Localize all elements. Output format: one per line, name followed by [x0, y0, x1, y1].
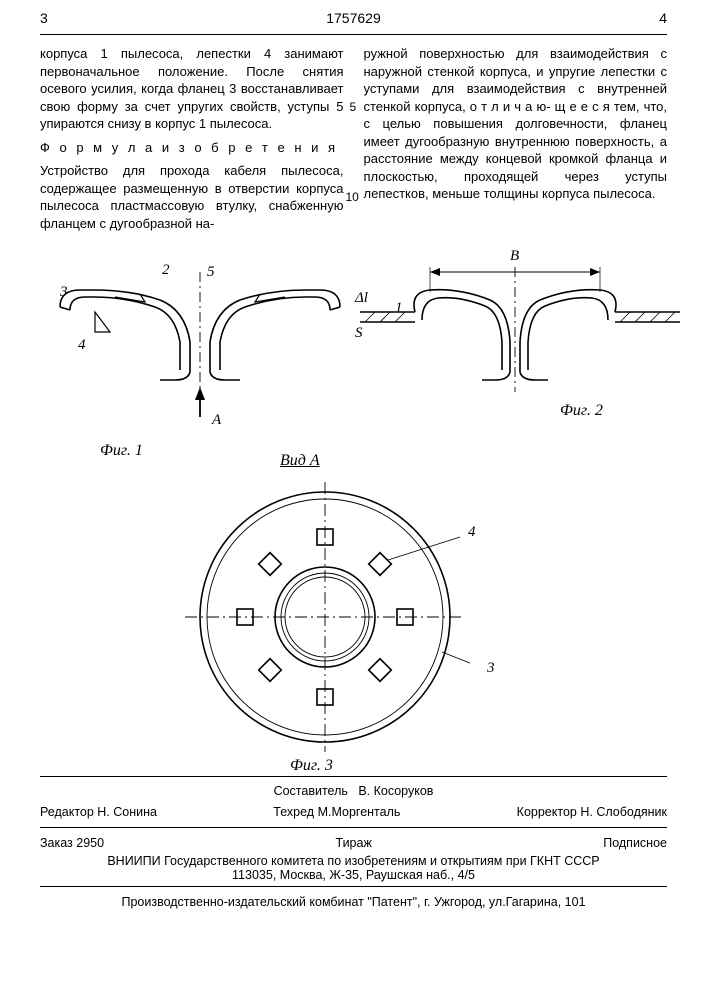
footer-rule-3: [40, 886, 667, 887]
f2-s: S: [355, 325, 363, 342]
col-left: корпуса 1 пылесоса, лепестки 4 занимают …: [40, 45, 344, 232]
compiler: В. Косоруков: [358, 784, 433, 798]
subscribe: Подписное: [603, 836, 667, 850]
printer: Производственно-издательский комбинат "П…: [0, 891, 707, 909]
order-l: Заказ: [40, 836, 73, 850]
header-rule: [40, 34, 667, 35]
compiler-l: Составитель: [274, 784, 348, 798]
c1-p1: корпуса 1 пылесоса, лепестки 4 занимают …: [40, 45, 344, 133]
order: 2950: [76, 836, 104, 850]
fig3-label: Фиг. 3: [290, 757, 333, 775]
corr: Н. Слободяник: [580, 805, 667, 819]
f1-A: A: [212, 412, 221, 429]
tech-l: Техред: [273, 805, 314, 819]
fig1-label: Фиг. 1: [100, 442, 143, 460]
fig2-svg: [360, 252, 680, 422]
f1-c3: 3: [60, 284, 68, 301]
f1-c5: 5: [207, 264, 215, 281]
footer-rule-1: [40, 776, 667, 777]
corr-l: Корректор: [517, 805, 577, 819]
f2-c1: 1: [395, 300, 403, 317]
print-l: Тираж: [335, 836, 371, 850]
f1-c2: 2: [162, 262, 170, 279]
page-right: 4: [659, 10, 667, 26]
page-left: 3: [40, 10, 48, 26]
figures-area: 3 4 2 5 A Фиг. 1: [0, 242, 707, 772]
footer: Составитель В. Косоруков Редактор Н. Сон…: [0, 781, 707, 823]
fig1-svg: [40, 252, 350, 422]
f3-c3: 3: [487, 660, 495, 677]
editor: Н. Сонина: [97, 805, 157, 819]
editor-l: Редактор: [40, 805, 94, 819]
f1-c4: 4: [78, 337, 86, 354]
col-right: 5 10 ружной поверхностью для взаимодейст…: [364, 45, 668, 232]
f2-B: B: [510, 248, 519, 265]
fig2-label: Фиг. 2: [560, 402, 603, 420]
fig3-svg: [180, 477, 470, 757]
page-header: 3 1757629 4: [0, 0, 707, 30]
ln5: 5: [350, 99, 357, 115]
doc-number: 1757629: [326, 10, 381, 26]
formula-title: Ф о р м у л а и з о б р е т е н и я: [40, 139, 344, 157]
addr: 113035, Москва, Ж-35, Раушская наб., 4/5: [40, 868, 667, 882]
text-columns: корпуса 1 пылесоса, лепестки 4 занимают …: [0, 39, 707, 232]
ln10: 10: [346, 189, 359, 205]
org: ВНИИПИ Государственного комитета по изоб…: [40, 854, 667, 868]
tech: М.Моргенталь: [318, 805, 401, 819]
f3-c4: 4: [468, 524, 476, 541]
f2-dl: Δl: [355, 290, 368, 307]
c1-p2: Устройство для прохода кабеля пылесоса, …: [40, 162, 344, 232]
c2-p1: ружной поверхностью для взаимодействия с…: [364, 45, 668, 203]
footer-rule-2: [40, 827, 667, 828]
fig3-title: Вид А: [280, 452, 320, 470]
